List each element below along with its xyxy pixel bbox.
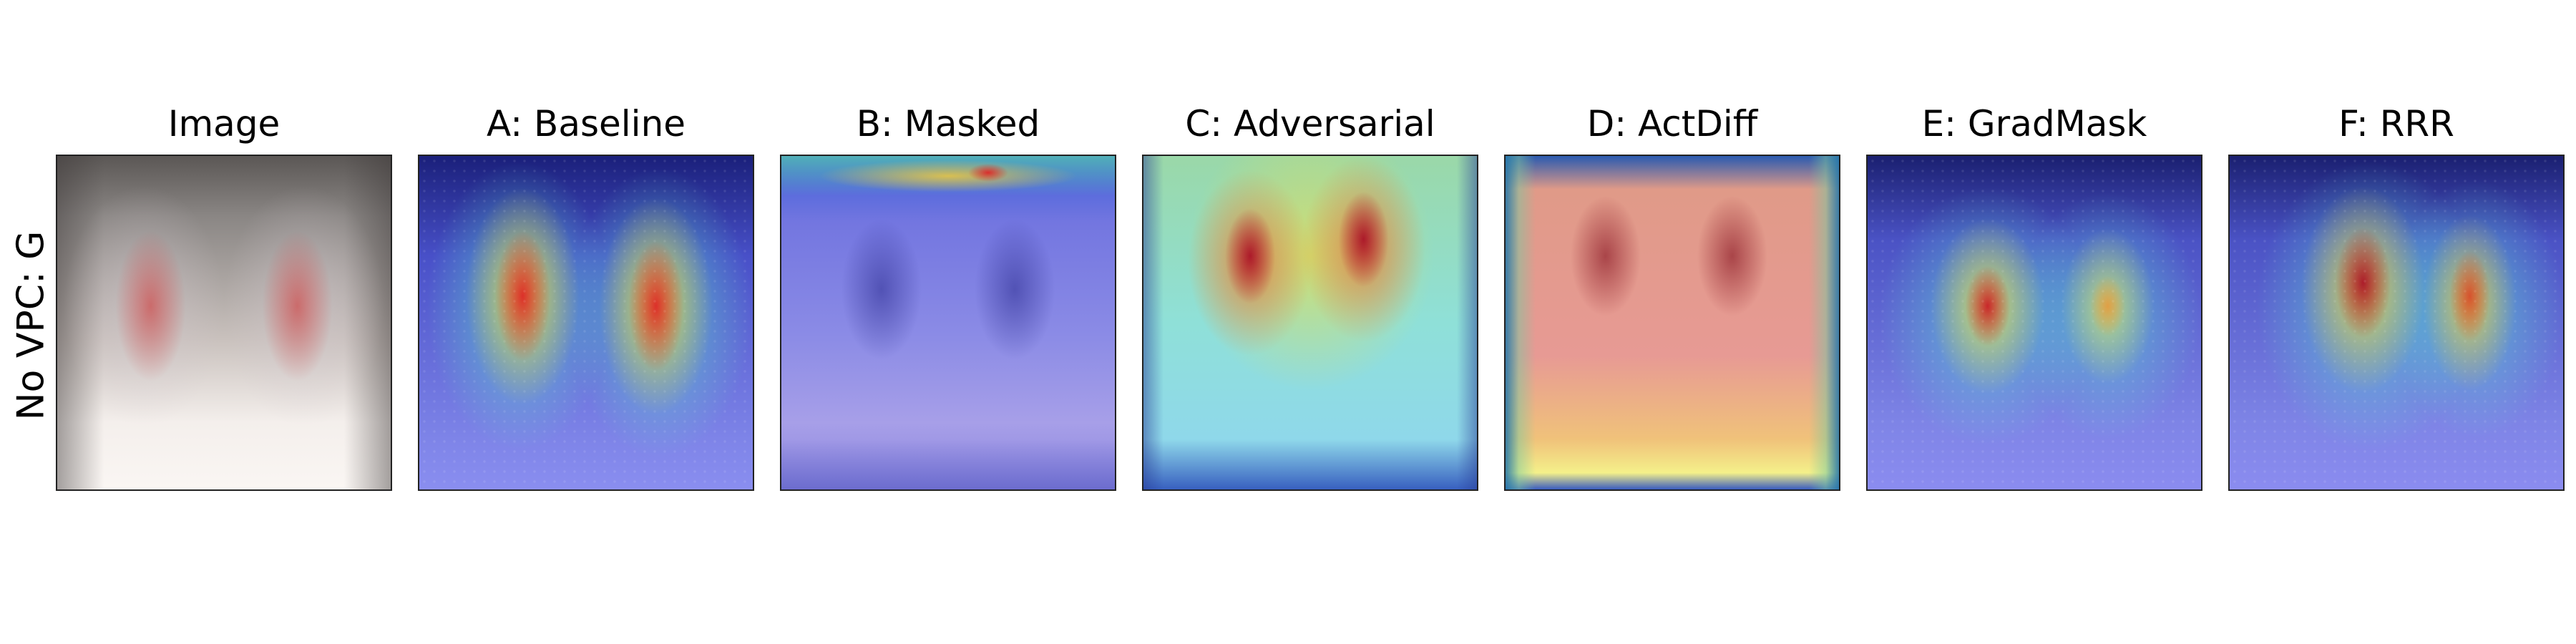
heatmap-panel-gradmask: [1866, 155, 2202, 491]
panel-title-gradmask: E: GradMask: [1921, 103, 2147, 145]
heatmap-panel-rrr: [2228, 155, 2565, 491]
row-label: No VPC: G: [6, 157, 56, 494]
heatmap-panel-baseline: [418, 155, 754, 491]
panel-title-baseline: A: Baseline: [486, 103, 686, 145]
heatmap-panel-masked: [780, 155, 1116, 491]
panel-title-rrr: F: RRR: [2338, 103, 2454, 145]
heatmap-panel-adversarial: [1142, 155, 1478, 491]
panel-title-actdiff: D: ActDiff: [1586, 103, 1758, 145]
panel-title-image: Image: [167, 103, 280, 145]
row-label-text: No VPC: G: [9, 230, 53, 421]
heatmap-panel-actdiff: [1504, 155, 1840, 491]
panel-title-adversarial: C: Adversarial: [1185, 103, 1435, 145]
image-panel-original: [56, 155, 392, 491]
panel-title-masked: B: Masked: [856, 103, 1040, 145]
